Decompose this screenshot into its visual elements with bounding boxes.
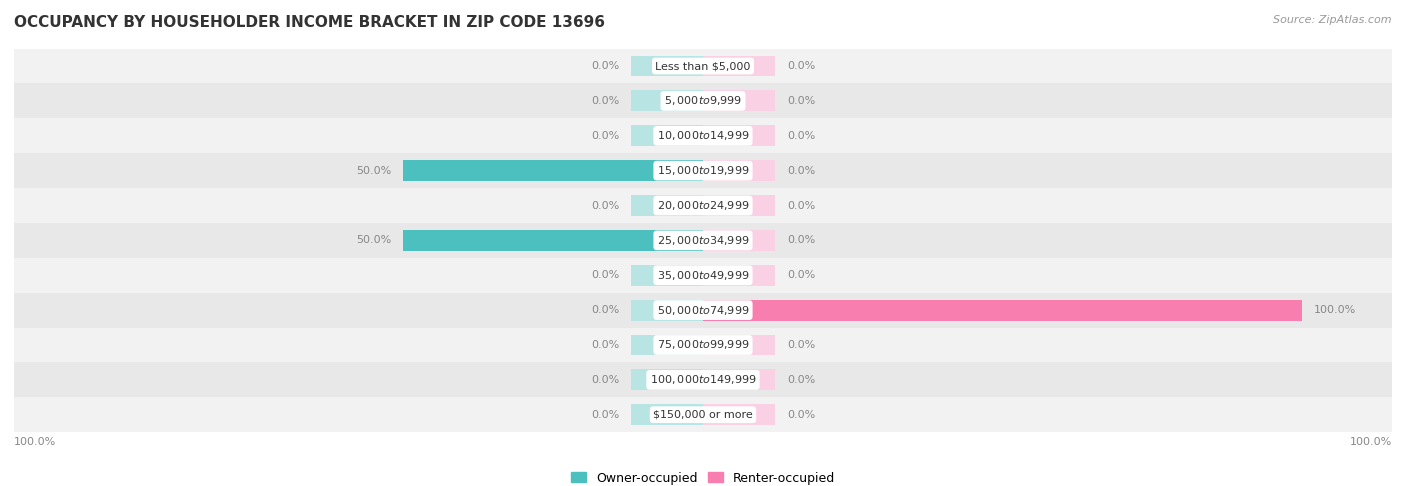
Bar [14,328,1392,363]
Bar [14,223,1392,258]
Bar [631,300,703,321]
Bar [703,300,775,321]
Text: 0.0%: 0.0% [591,270,619,280]
Bar [14,118,1392,153]
Text: 0.0%: 0.0% [787,61,815,71]
Bar [703,404,775,425]
Bar [703,160,775,181]
Legend: Owner-occupied, Renter-occupied: Owner-occupied, Renter-occupied [571,471,835,485]
Bar [631,55,703,76]
Bar [631,90,703,111]
Text: $15,000 to $19,999: $15,000 to $19,999 [657,164,749,177]
Text: 0.0%: 0.0% [787,235,815,245]
Bar [703,369,775,390]
Text: 0.0%: 0.0% [787,340,815,350]
Bar [14,258,1392,293]
Text: 0.0%: 0.0% [787,201,815,210]
Text: $35,000 to $49,999: $35,000 to $49,999 [657,269,749,282]
Bar [631,404,703,425]
Text: OCCUPANCY BY HOUSEHOLDER INCOME BRACKET IN ZIP CODE 13696: OCCUPANCY BY HOUSEHOLDER INCOME BRACKET … [14,15,605,30]
Bar [631,369,703,390]
Bar [631,125,703,146]
Text: $150,000 or more: $150,000 or more [654,410,752,420]
Text: Source: ZipAtlas.com: Source: ZipAtlas.com [1274,15,1392,25]
Bar [703,300,1302,321]
Text: 50.0%: 50.0% [356,166,391,175]
Text: 0.0%: 0.0% [591,375,619,385]
Text: $20,000 to $24,999: $20,000 to $24,999 [657,199,749,212]
Text: 0.0%: 0.0% [591,340,619,350]
Text: 0.0%: 0.0% [787,270,815,280]
Text: 0.0%: 0.0% [787,131,815,141]
Bar [631,160,703,181]
Text: $50,000 to $74,999: $50,000 to $74,999 [657,304,749,316]
Bar [703,195,775,216]
Bar [631,230,703,251]
Text: 0.0%: 0.0% [787,166,815,175]
Bar [703,334,775,355]
Text: 0.0%: 0.0% [591,131,619,141]
Text: 0.0%: 0.0% [591,305,619,315]
Bar [14,84,1392,118]
Bar [14,188,1392,223]
Text: 0.0%: 0.0% [591,201,619,210]
Text: 0.0%: 0.0% [787,410,815,420]
Bar [14,293,1392,328]
Text: 0.0%: 0.0% [787,96,815,106]
Text: 100.0%: 100.0% [1315,305,1357,315]
Bar [14,49,1392,84]
Text: 0.0%: 0.0% [787,375,815,385]
Text: $100,000 to $149,999: $100,000 to $149,999 [650,373,756,386]
Text: 100.0%: 100.0% [14,437,56,448]
Bar [14,153,1392,188]
Bar [703,90,775,111]
Bar [703,55,775,76]
Bar [631,334,703,355]
Bar [631,195,703,216]
Text: Less than $5,000: Less than $5,000 [655,61,751,71]
Text: $10,000 to $14,999: $10,000 to $14,999 [657,129,749,142]
Bar [703,230,775,251]
Text: $25,000 to $34,999: $25,000 to $34,999 [657,234,749,247]
Bar [404,160,703,181]
Text: 0.0%: 0.0% [591,410,619,420]
Bar [404,230,703,251]
Text: 0.0%: 0.0% [591,61,619,71]
Text: $75,000 to $99,999: $75,000 to $99,999 [657,338,749,351]
Bar [703,265,775,286]
Bar [14,397,1392,432]
Bar [14,363,1392,397]
Text: $5,000 to $9,999: $5,000 to $9,999 [664,94,742,107]
Text: 0.0%: 0.0% [591,96,619,106]
Text: 50.0%: 50.0% [356,235,391,245]
Text: 100.0%: 100.0% [1350,437,1392,448]
Bar [703,125,775,146]
Bar [631,265,703,286]
